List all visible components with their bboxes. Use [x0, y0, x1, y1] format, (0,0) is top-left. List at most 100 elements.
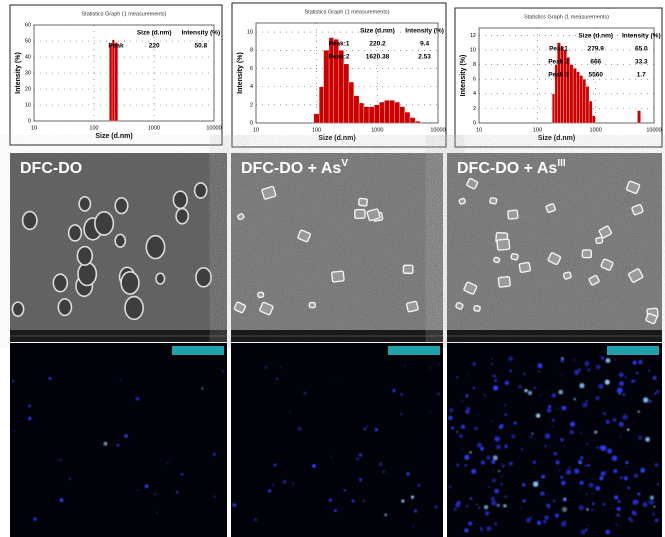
fluorescent-spot [457, 501, 460, 504]
fluorescent-spot [620, 476, 623, 479]
bar [314, 114, 319, 123]
fluorescent-spot [202, 388, 204, 390]
y-axis-label: Intensity (%) [237, 52, 244, 94]
fluorescent-spot [400, 393, 403, 396]
x-tick-label: 10 [476, 127, 482, 133]
fluorescent-spot [496, 445, 500, 449]
fluorescent-spot [222, 370, 224, 372]
bar [592, 116, 595, 123]
particle [474, 305, 481, 311]
fluorescent-spot [375, 428, 378, 431]
bar [369, 107, 374, 123]
fluorescent-spot [477, 504, 478, 505]
fluorescent-spot [438, 364, 439, 365]
fluorescent-spot [557, 408, 558, 409]
fluorescent-spot [632, 376, 633, 377]
fluorescent-spot [573, 359, 575, 361]
table-cell: 220 [149, 43, 160, 50]
fluorescent-spot [33, 517, 36, 520]
bar [589, 101, 592, 123]
fluorescent-spot [655, 519, 658, 522]
fluorescent-spot [119, 379, 121, 381]
fluorescent-spot [598, 384, 603, 389]
fluorescent-spot [524, 389, 527, 392]
fluorescent-spot [586, 493, 588, 495]
fluorescent-spot [617, 388, 622, 393]
fluorescent-spot [558, 390, 563, 395]
fluorescent-spot [401, 499, 404, 502]
bar [586, 86, 589, 123]
fluorescent-spot [568, 466, 570, 468]
fluorescent-spot [533, 387, 535, 389]
table-cell: Intensity (%) [622, 33, 661, 40]
fluorescent-spot [491, 460, 495, 464]
fluorescent-spot [591, 439, 592, 440]
fluorescent-spot [582, 402, 587, 407]
fluorescent-spot [540, 491, 544, 495]
bar [374, 105, 379, 123]
table-cell: Peak 3 [548, 72, 569, 79]
fluorescent-spot [468, 522, 472, 526]
panel-label-sup: V [341, 158, 348, 169]
fluorescent-spot [653, 376, 657, 380]
fluorescent-spot [555, 514, 559, 518]
fluorescent-spot [116, 444, 119, 447]
fluorescent-spot [548, 494, 549, 495]
fluorescent-spot [637, 500, 639, 502]
fluorescent-spot [650, 496, 654, 500]
fluorescent-spot [579, 488, 581, 490]
y-tick-label: 60 [25, 22, 31, 28]
table-cell: Peak 2 [548, 59, 569, 66]
fluorescent-spot [563, 445, 565, 447]
fluorescent-spot [484, 394, 486, 396]
y-tick-label: 40 [25, 54, 31, 60]
x-axis-label: Size (d.nm) [538, 135, 575, 142]
y-tick-label: 4 [250, 84, 253, 90]
fluorescent-spot [643, 397, 648, 402]
fluorescent-spot [540, 394, 541, 395]
fluorescent-spot [465, 464, 467, 466]
particle [563, 272, 571, 280]
fluorescent-spot [612, 455, 618, 461]
fluorescent-spot [453, 508, 456, 511]
fluorescent-spot [587, 368, 590, 371]
fluorescent-spot [435, 505, 438, 508]
figure: Statistics Graph (1 measurements)0102030… [0, 0, 665, 537]
y-tick-label: 20 [25, 86, 31, 92]
fluorescent-spot [560, 375, 561, 376]
fluorescent-spot [449, 485, 452, 488]
table-cell: Peak [108, 43, 124, 50]
fluorescent-spot [580, 456, 583, 459]
fluorescent-spot [559, 469, 561, 471]
bar [344, 64, 349, 123]
fluorescent-spot [541, 475, 545, 479]
particle [12, 302, 23, 316]
fluorescent-spot [467, 407, 470, 410]
fluorescent-spot [631, 380, 634, 383]
fluorescent-spot [624, 476, 628, 480]
fluorescent-spot [474, 427, 477, 430]
fluorescent-spot [523, 499, 526, 502]
chart-title: Statistics Graph (1 measurements) [305, 9, 390, 15]
fluorescent-spot [620, 436, 622, 438]
fluorescent-spot [552, 419, 555, 422]
fluorescent-spot [637, 410, 640, 413]
fluorescent-spot [521, 448, 523, 450]
fluorescent-spot [292, 482, 294, 484]
fluorescent-spot [561, 481, 566, 486]
bar [567, 57, 570, 123]
particle [519, 262, 530, 272]
y-tick-label: 10 [470, 47, 476, 53]
particle [406, 301, 418, 312]
fluorescence-image [10, 343, 227, 537]
fluorescent-spot [500, 463, 501, 464]
panel-label: DFC-DO [20, 160, 82, 177]
fluorescent-spot [570, 422, 575, 427]
bar [583, 79, 586, 123]
fluorescent-spot [625, 466, 627, 468]
fluorescent-spot [632, 360, 636, 364]
fluorescent-spot [379, 462, 382, 465]
fluorescent-spot [574, 468, 579, 473]
fluorescent-spot [552, 425, 554, 427]
bar [379, 102, 384, 123]
